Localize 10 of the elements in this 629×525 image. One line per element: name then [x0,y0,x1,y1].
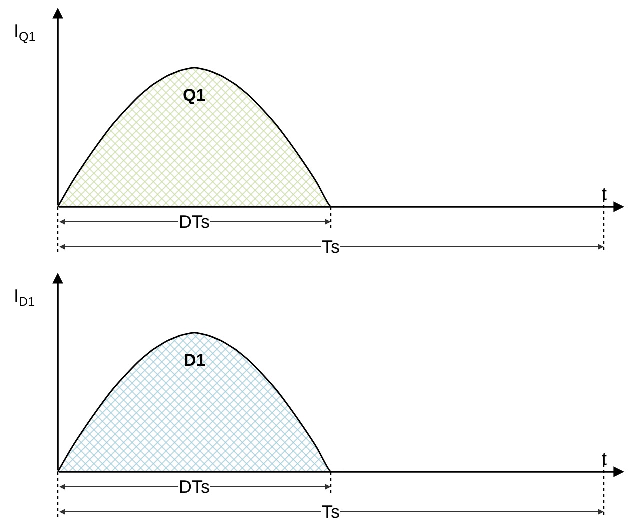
y-axis-title: I$_{Q1}$ [14,21,36,44]
text: Ts [322,502,340,522]
x-axis-title: t [602,184,608,204]
series-label: Q1 [183,86,206,105]
series-label: D1 [184,351,206,370]
y-axis-title: I$_{D1}$ [14,286,36,309]
text: DTs [179,477,210,497]
text: Ts [322,237,340,257]
x-axis-title: t [602,449,608,469]
text: DTs [179,212,210,232]
